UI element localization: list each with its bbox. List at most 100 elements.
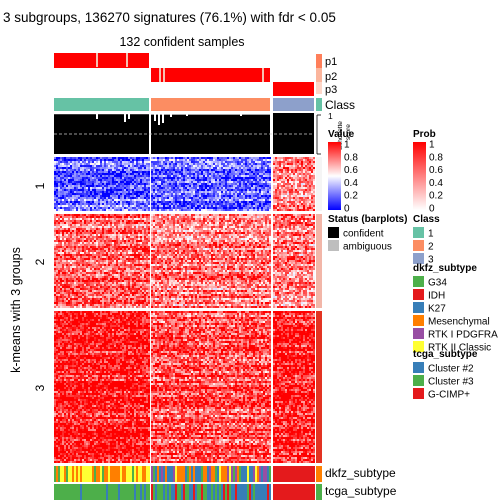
heatmap-cell	[114, 232, 116, 234]
heatmap-cell	[72, 254, 74, 256]
heatmap-cell	[187, 183, 189, 185]
heatmap-cell	[153, 197, 155, 199]
heatmap-cell	[197, 205, 199, 207]
heatmap-cell	[142, 224, 144, 226]
heatmap-cell	[124, 171, 126, 173]
heatmap-cell	[311, 191, 313, 193]
heatmap-cell	[285, 169, 287, 171]
heatmap-cell	[309, 175, 311, 177]
heatmap-cell	[60, 272, 62, 274]
heatmap-cell	[70, 203, 72, 205]
heatmap-cell	[78, 242, 80, 244]
heatmap-cell	[291, 177, 293, 179]
heatmap-cell	[237, 209, 239, 211]
heatmap-cell	[134, 185, 136, 187]
heatmap-cell	[136, 268, 138, 270]
heatmap-cell	[70, 177, 72, 179]
heatmap-cell	[102, 250, 104, 252]
heatmap-cell	[311, 171, 313, 173]
heatmap-cell	[181, 167, 183, 169]
heatmap-cell	[132, 258, 134, 260]
heatmap-cell	[70, 264, 72, 266]
heatmap-cell	[159, 209, 161, 211]
heatmap-cell	[72, 270, 74, 272]
heatmap-cell	[265, 161, 267, 163]
heatmap-cell	[148, 266, 150, 268]
heatmap-cell	[144, 197, 146, 199]
heatmap-cell	[136, 209, 138, 211]
heatmap-cell	[74, 209, 76, 211]
heatmap-cell	[118, 159, 120, 161]
heatmap-cell	[82, 258, 84, 260]
heatmap-cell	[118, 201, 120, 203]
heatmap-cell	[98, 216, 100, 218]
heatmap-cell	[136, 161, 138, 163]
heatmap-cell	[183, 197, 185, 199]
heatmap-cell	[217, 161, 219, 163]
heatmap-cell	[185, 161, 187, 163]
heatmap-cell	[54, 167, 56, 169]
heatmap-cell	[221, 169, 223, 171]
heatmap-cell	[275, 195, 277, 197]
heatmap-cell	[86, 195, 88, 197]
heatmap-cell	[80, 254, 82, 256]
heatmap-cell	[138, 272, 140, 274]
heatmap-cell	[231, 161, 233, 163]
heatmap-cell	[136, 205, 138, 207]
heatmap-cell	[144, 214, 146, 216]
heatmap-cell	[295, 161, 297, 163]
heatmap-cell	[82, 205, 84, 207]
heatmap-cell	[136, 242, 138, 244]
heatmap-cell	[62, 181, 64, 183]
heatmap-cell	[94, 272, 96, 274]
heatmap-cell	[62, 214, 64, 216]
heatmap-cell	[72, 209, 74, 211]
heatmap-cell	[80, 218, 82, 220]
heatmap-cell	[171, 165, 173, 167]
heatmap-cell	[96, 189, 98, 191]
heatmap-cell	[293, 193, 295, 195]
heatmap-cell	[120, 187, 122, 189]
heatmap-cell	[90, 209, 92, 211]
heatmap-cell	[267, 185, 269, 187]
heatmap-cell	[124, 161, 126, 163]
heatmap-cell	[72, 264, 74, 266]
heatmap-cell	[205, 209, 207, 211]
heatmap-cell	[251, 199, 253, 201]
heatmap-cell	[92, 230, 94, 232]
heatmap-cell	[203, 187, 205, 189]
heatmap-cell	[237, 161, 239, 163]
heatmap-cell	[126, 159, 128, 161]
heatmap-cell	[138, 220, 140, 222]
heatmap-cell	[118, 232, 120, 234]
heatmap-cell	[309, 195, 311, 197]
heatmap-cell	[80, 179, 82, 181]
heatmap-cell	[138, 232, 140, 234]
heatmap-cell	[171, 197, 173, 199]
heatmap-cell	[114, 163, 116, 165]
heatmap-cell	[108, 274, 110, 276]
heatmap-cell	[249, 165, 251, 167]
heatmap-cell	[261, 197, 263, 199]
heatmap-cell	[235, 161, 237, 163]
heatmap-cell	[313, 199, 315, 201]
heatmap-cell	[189, 161, 191, 163]
heatmap-cell	[72, 242, 74, 244]
heatmap-cell	[56, 193, 58, 195]
heatmap-cell	[88, 242, 90, 244]
heatmap-cell	[255, 161, 257, 163]
heatmap-cell	[277, 187, 279, 189]
heatmap-cell	[130, 157, 132, 159]
heatmap-cell	[132, 205, 134, 207]
heatmap-cell	[90, 238, 92, 240]
heatmap-cell	[159, 179, 161, 181]
heatmap-cell	[120, 254, 122, 256]
heatmap-cell	[106, 201, 108, 203]
heatmap-cell	[193, 185, 195, 187]
heatmap-cell	[58, 177, 60, 179]
heatmap-cell	[313, 201, 315, 203]
heatmap-cell	[58, 232, 60, 234]
prob-track-p2-cell	[151, 68, 270, 82]
heatmap-cell	[88, 167, 90, 169]
heatmap-cell	[58, 169, 60, 171]
